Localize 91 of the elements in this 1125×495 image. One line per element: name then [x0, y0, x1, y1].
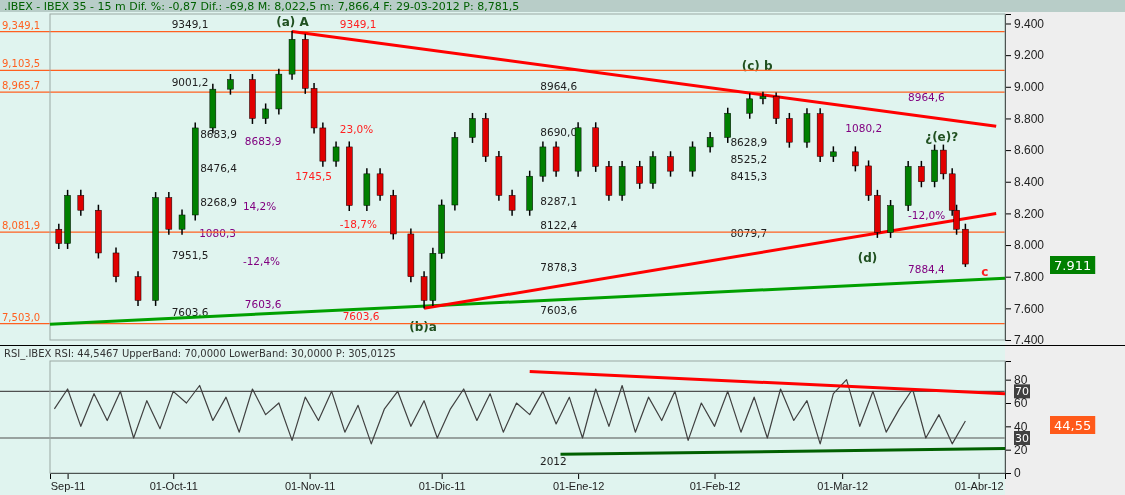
- annotation: 7884,4: [908, 263, 946, 275]
- y-tick-label: 9.400: [1014, 16, 1045, 31]
- candlestick: [786, 112, 793, 148]
- y-tick-label: 0: [1014, 466, 1021, 481]
- ref-line-label: 8,081,9: [2, 220, 41, 232]
- annotation: 2012: [540, 455, 567, 467]
- annotation: 23,0%: [339, 123, 374, 135]
- y-tick-label: 7.400: [1014, 333, 1045, 348]
- annotation: -12,4%: [242, 255, 281, 267]
- annotation: 8476,4: [200, 162, 238, 174]
- ref-line-label: 9,349,1: [2, 19, 41, 31]
- ref-line-label: 70: [1015, 385, 1029, 399]
- x-tick-label: 01-Abr-12: [954, 479, 1004, 492]
- candlestick: [746, 93, 753, 119]
- ref-line-label: 8,965,7: [2, 80, 41, 92]
- x-tick-label: 01-Feb-12: [689, 479, 741, 492]
- annotation: 7878,3: [540, 261, 578, 273]
- y-tick-label: 9.000: [1014, 80, 1045, 95]
- chart-title: RSI_.IBEX RSI: 44,5467 UpperBand: 70,0000 LowerBand: 30,0000 P: 305,0125: [4, 348, 396, 360]
- candlestick: [852, 146, 859, 172]
- candlestick: [55, 223, 63, 249]
- annotation: 14,2%: [242, 200, 277, 212]
- annotation: 8415,3: [730, 170, 768, 182]
- candlestick: [940, 144, 947, 180]
- annotation: (a) A: [276, 15, 310, 29]
- y-tick-label: 20: [1014, 443, 1028, 458]
- x-tick-label: 01-Mar-12: [817, 479, 869, 492]
- annotation: -12,0%: [908, 209, 946, 221]
- annotation: 8683,9: [200, 128, 237, 140]
- candlestick: [759, 91, 767, 105]
- text: 7.911: [1054, 258, 1092, 273]
- y-tick-label: 8.000: [1014, 238, 1045, 253]
- ref-line-label: 9,103,5: [2, 58, 41, 70]
- annotation: 8268,9: [200, 196, 237, 208]
- annotation: 1080,2: [845, 122, 883, 134]
- annotation: 8287,1: [540, 195, 578, 207]
- y-tick-label: 8.400: [1014, 175, 1045, 190]
- annotation: 7603,6: [171, 306, 209, 318]
- annotation: 9001,2: [171, 76, 209, 88]
- annotation: 8525,2: [730, 153, 768, 165]
- y-tick-label: 9.200: [1014, 48, 1045, 63]
- candlestick: [134, 271, 142, 306]
- y-tick-label: 8.800: [1014, 111, 1045, 126]
- x-tick-label: 01-Dic-11: [418, 479, 466, 492]
- ref-line-label: 30: [1015, 432, 1029, 445]
- x-tick-label: Sep-11: [50, 479, 86, 492]
- annotation: c: [981, 265, 989, 279]
- annotation: 7603,6: [244, 298, 282, 310]
- text: 44,55: [1054, 418, 1092, 433]
- y-tick-label: 7.600: [1014, 301, 1045, 316]
- candlestick: [77, 189, 85, 216]
- annotation: 9349,1: [339, 18, 377, 30]
- candlestick: [178, 209, 186, 235]
- y-tick-label: 8.600: [1014, 143, 1045, 158]
- annotation: 8964,6: [540, 80, 578, 92]
- annotation: (c) b: [741, 59, 774, 73]
- y-tick-label: 80: [1014, 373, 1028, 388]
- x-tick-label: 01-Oct-11: [149, 479, 198, 492]
- annotation: -18,7%: [339, 218, 377, 230]
- annotation: 7951,5: [171, 249, 209, 261]
- candlestick: [332, 141, 340, 167]
- annotation: 8122,4: [540, 219, 578, 231]
- ref-line-label: 7,503,0: [2, 311, 41, 323]
- y-tick-label: 7.800: [1014, 270, 1045, 285]
- candlestick: [667, 151, 674, 177]
- candlestick: [772, 92, 780, 124]
- x-tick-label: 01-Ene-12: [552, 479, 605, 492]
- y-tick-label: 60: [1014, 396, 1028, 411]
- line-series: [53, 379, 966, 445]
- y-tick-label: 40: [1014, 419, 1028, 434]
- y-tick-label: 8.200: [1014, 206, 1045, 221]
- candlestick: [918, 160, 925, 188]
- annotation: 7603,6: [540, 304, 578, 316]
- annotation: 9349,1: [171, 18, 209, 30]
- candlestick: [376, 168, 384, 201]
- candlestick: [469, 112, 476, 143]
- annotation: 8964,6: [908, 91, 946, 103]
- annotation: ¿(e)?: [925, 130, 959, 144]
- chart-title: .IBEX - IBEX 35 - 15 m Dif. %: -0,87 Dif.: -69,8 M: 8,022,5 m: 7,866,4 F: 29-03-2012 P: 8,781,5: [4, 0, 520, 13]
- annotation: 1745,5: [295, 170, 332, 182]
- annotation: 8628,9: [730, 136, 768, 148]
- x-tick-label: 01-Nov-11: [284, 479, 336, 492]
- annotation: 7603,6: [342, 310, 380, 322]
- candlestick: [508, 189, 516, 216]
- candlestick: [262, 103, 269, 124]
- candlestick: [636, 160, 643, 189]
- annotation: (d): [857, 251, 878, 265]
- candlestick: [227, 74, 234, 95]
- candlestick: [112, 247, 120, 283]
- candlestick: [706, 131, 714, 153]
- annotation: 8683,9: [244, 135, 282, 147]
